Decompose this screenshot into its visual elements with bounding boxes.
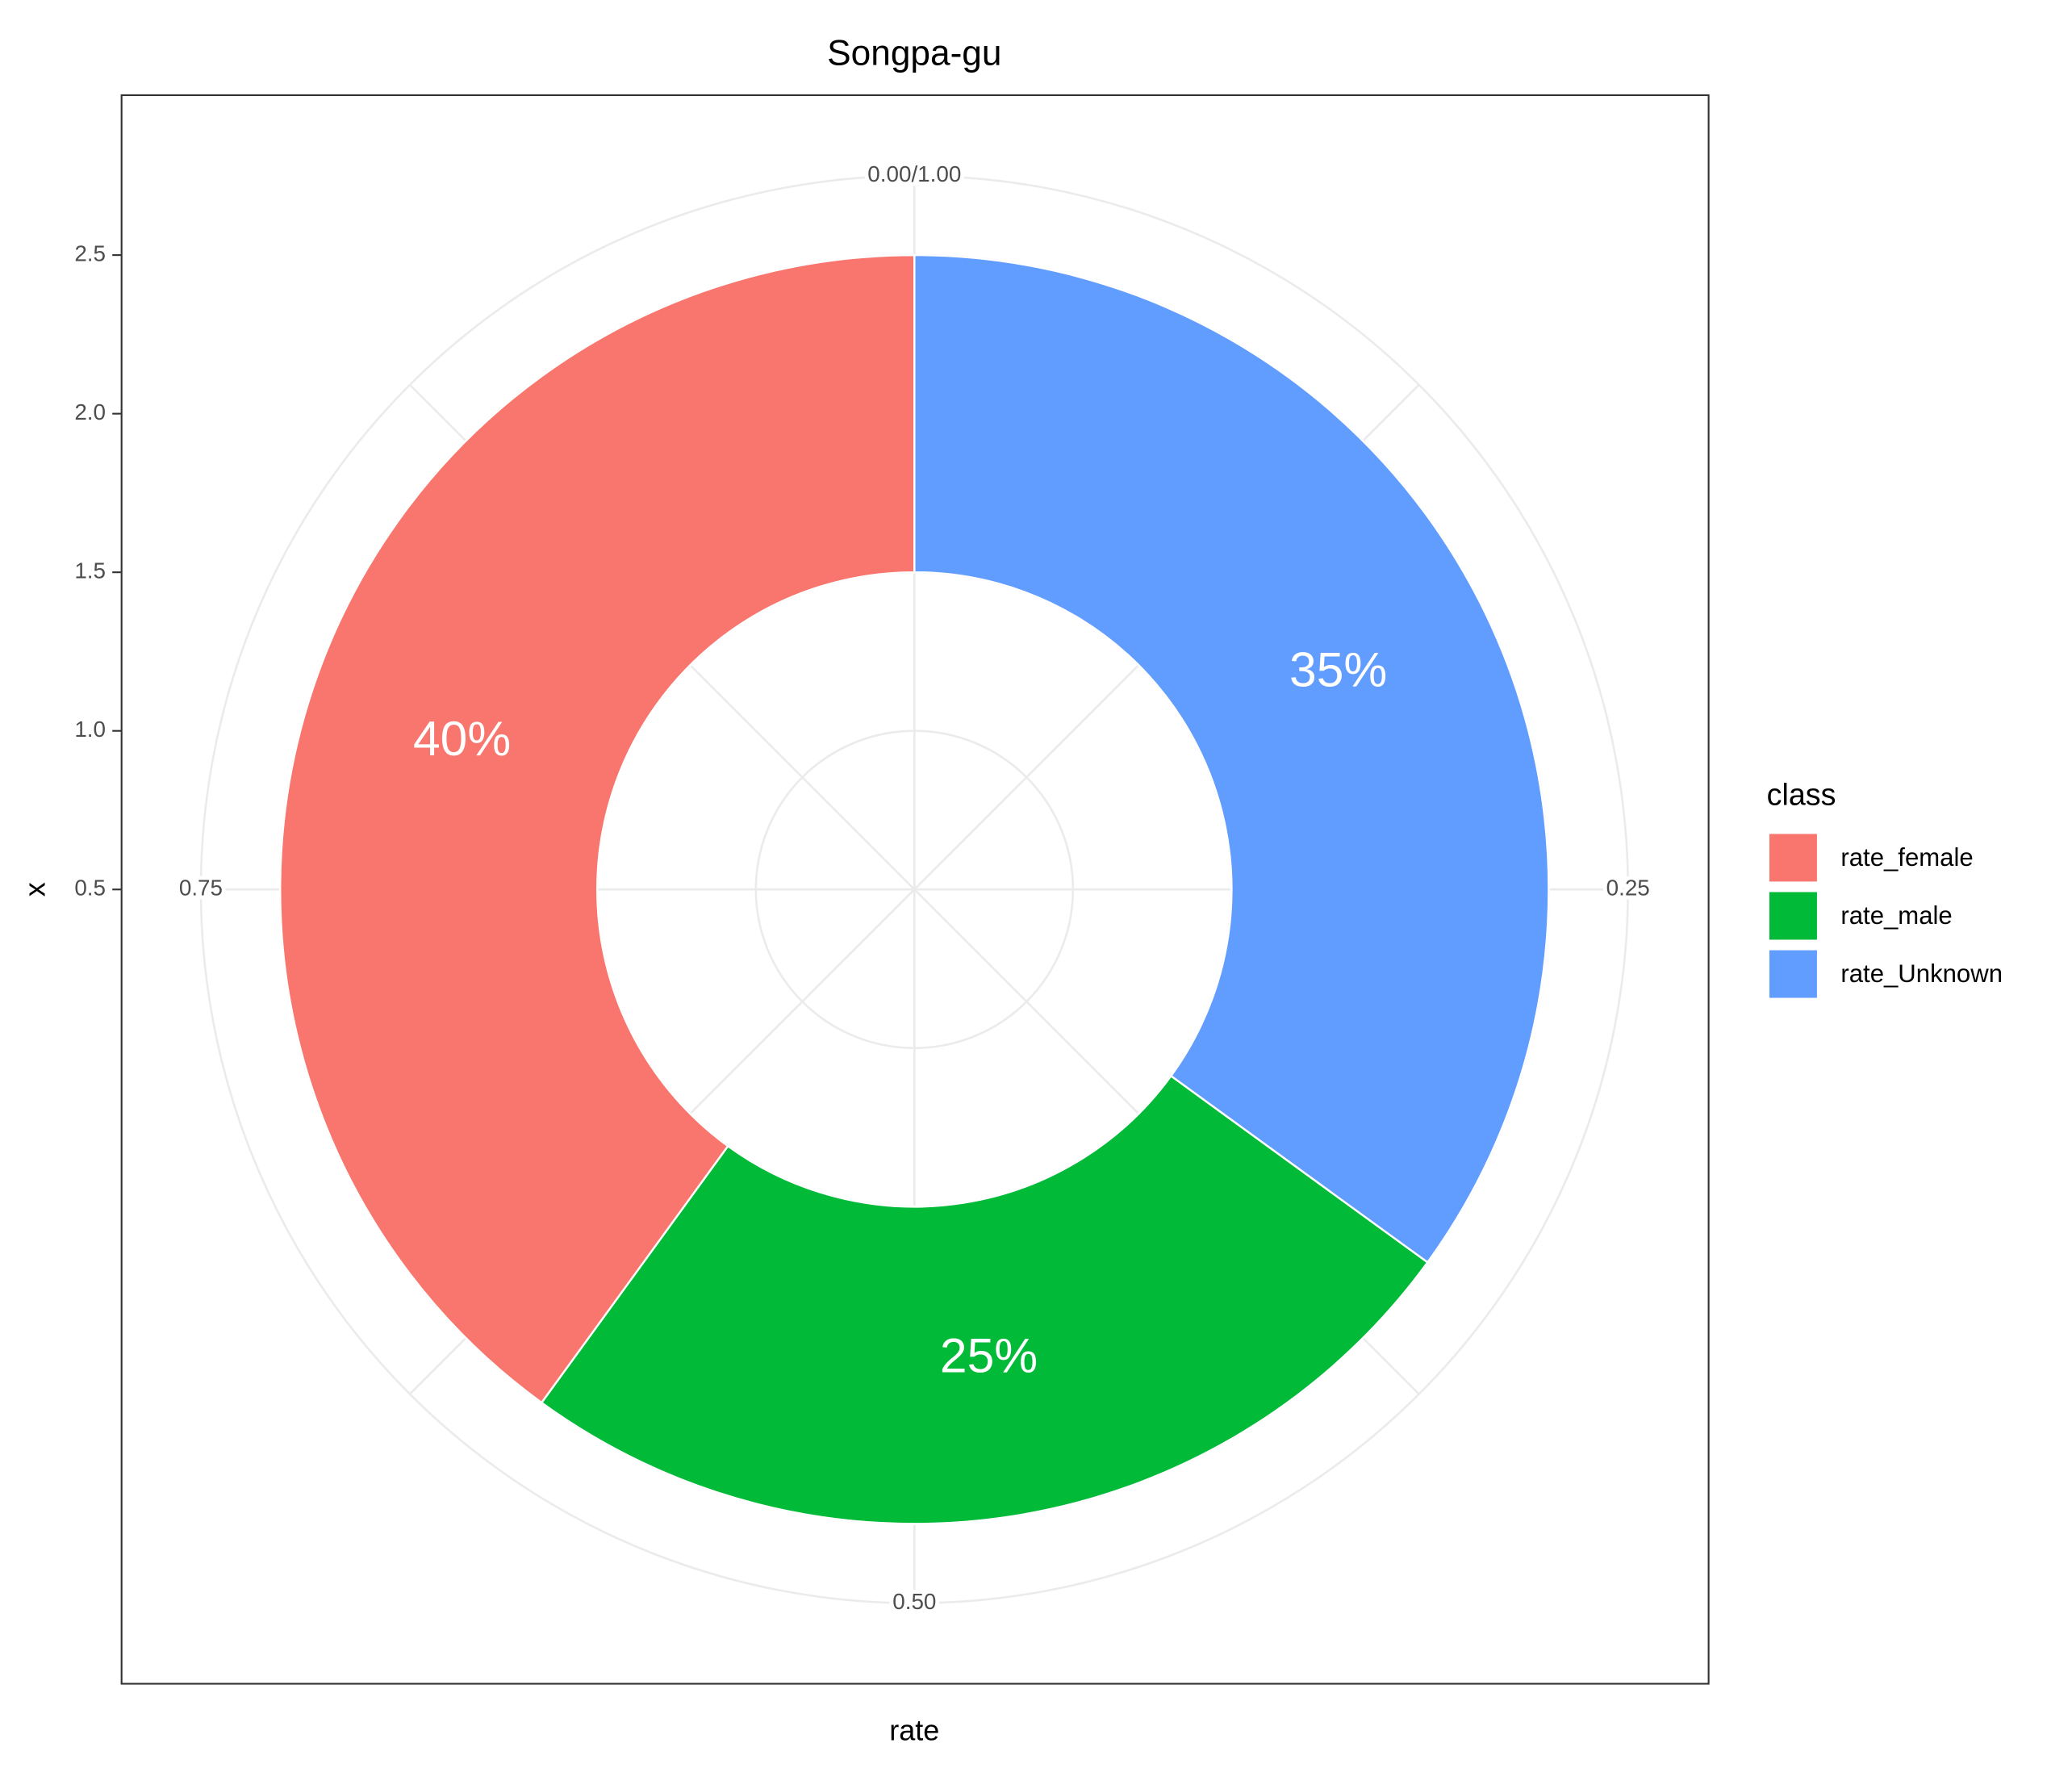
legend-key xyxy=(1769,834,1817,882)
donut-segment xyxy=(540,1074,1430,1525)
plot-area: 40% 25% 35% xyxy=(278,253,1550,1525)
legend-label: rate_Unknown xyxy=(1840,959,2003,988)
y-axis-title: x xyxy=(18,882,51,897)
x-tick-label: 0.75 xyxy=(179,876,223,901)
x-tick-label: 0.00/1.00 xyxy=(867,161,961,186)
data-label: 25% xyxy=(940,1328,1038,1383)
y-tick-label: 1.0 xyxy=(74,717,106,742)
donut-segment xyxy=(278,253,916,1404)
x-tick-label: 0.50 xyxy=(892,1589,936,1614)
data-label: 40% xyxy=(413,711,511,766)
x-axis-title: rate xyxy=(889,1714,939,1747)
y-tick-label: 0.5 xyxy=(74,876,106,901)
y-tick-label: 2.5 xyxy=(74,240,106,265)
legend-label: rate_male xyxy=(1840,901,1952,930)
chart-title: Songpa-gu xyxy=(827,33,1001,73)
data-label: 35% xyxy=(1289,642,1387,697)
legend-key xyxy=(1769,950,1817,998)
legend-title: class xyxy=(1767,778,1836,812)
y-tick-label: 1.5 xyxy=(74,558,106,583)
legend-key xyxy=(1769,892,1817,940)
donut-segment xyxy=(913,253,1550,1265)
x-tick-label: 0.25 xyxy=(1606,876,1650,901)
legend-label: rate_female xyxy=(1840,843,1973,872)
y-tick-label: 2.0 xyxy=(74,399,106,424)
